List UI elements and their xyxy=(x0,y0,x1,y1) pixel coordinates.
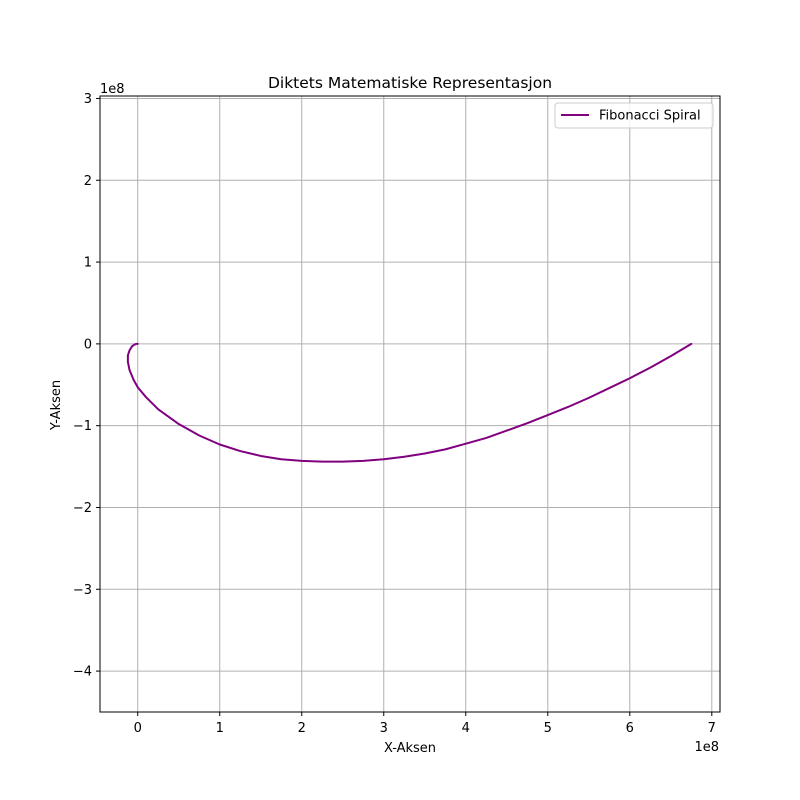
chart-title: Diktets Matematiske Representasjon xyxy=(268,74,552,92)
y-tick-label: 3 xyxy=(84,92,92,107)
y-tick-label: −1 xyxy=(73,419,92,434)
plot-frame xyxy=(99,95,721,713)
x-tick-label: 2 xyxy=(298,721,306,736)
x-tick-label: 3 xyxy=(380,721,388,736)
x-axis-offset-label: 1e8 xyxy=(694,740,719,755)
grid xyxy=(100,96,720,712)
y-tick-label: 1 xyxy=(84,256,92,271)
series-layer xyxy=(126,342,693,463)
series-line-fibonacci-spiral xyxy=(126,342,693,463)
x-axis-ticks: 0 1 2 3 4 5 6 7 xyxy=(134,712,716,736)
y-tick-label: −3 xyxy=(73,583,92,598)
x-tick-label: 0 xyxy=(134,721,142,736)
x-tick-label: 6 xyxy=(626,721,634,736)
y-tick-label: 0 xyxy=(84,337,92,352)
legend-label: Fibonacci Spiral xyxy=(599,109,701,124)
y-tick-label: −4 xyxy=(73,665,92,680)
y-axis-title: Y-Aksen xyxy=(49,380,64,431)
x-tick-label: 7 xyxy=(708,721,716,736)
x-tick-label: 1 xyxy=(216,721,224,736)
x-axis-title: X-Aksen xyxy=(384,741,436,756)
y-axis-ticks: −4 −3 −2 −1 0 1 2 3 xyxy=(73,92,100,680)
x-tick-label: 5 xyxy=(544,721,552,736)
y-tick-label: −2 xyxy=(73,501,92,516)
y-tick-label: 2 xyxy=(84,174,92,189)
legend-box xyxy=(554,102,714,129)
legend: Fibonacci Spiral xyxy=(554,102,714,129)
x-tick-label: 4 xyxy=(462,721,470,736)
y-axis-offset-label: 1e8 xyxy=(100,82,125,97)
